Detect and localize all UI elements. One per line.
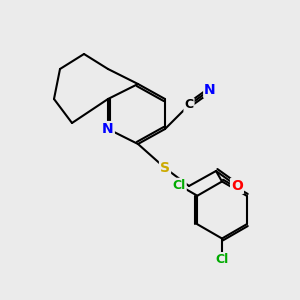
Text: N: N — [102, 122, 114, 136]
Text: N: N — [204, 83, 216, 97]
Text: Cl: Cl — [172, 179, 186, 192]
Text: S: S — [160, 161, 170, 175]
Text: O: O — [231, 179, 243, 193]
Text: Cl: Cl — [215, 253, 229, 266]
Text: C: C — [184, 98, 194, 112]
